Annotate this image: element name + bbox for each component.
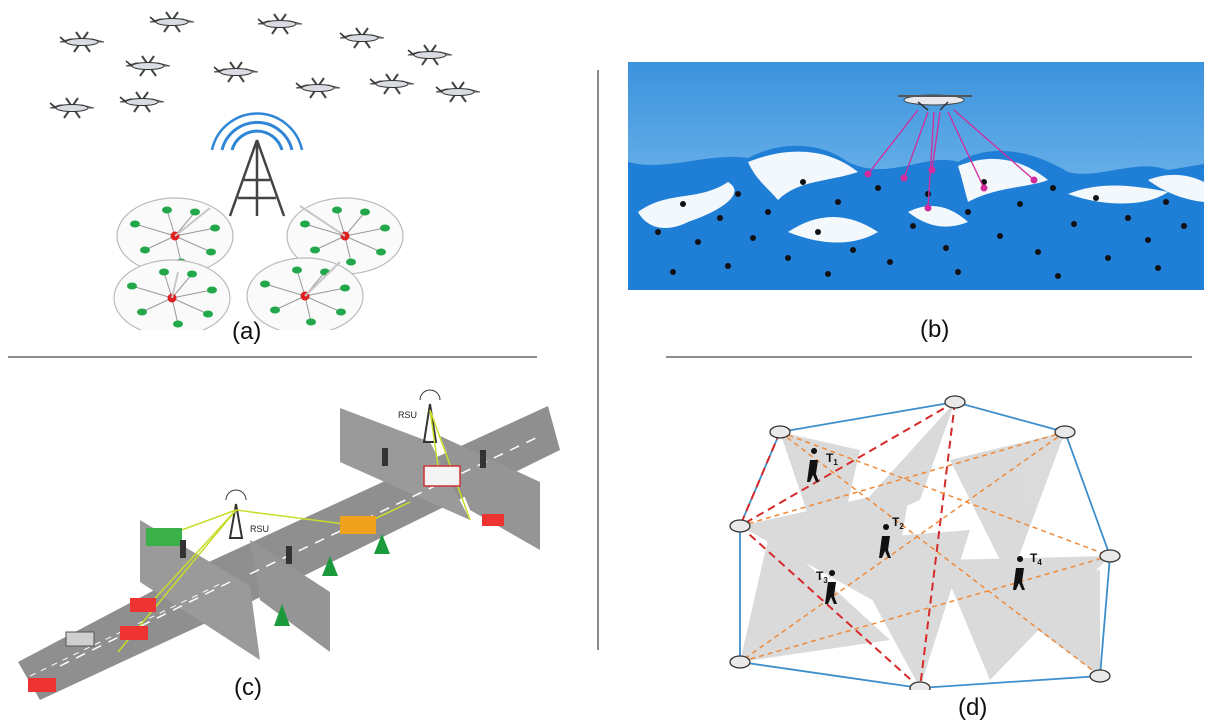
rsu-label-top: RSU (398, 410, 417, 420)
target-label-t2: T2 (892, 515, 904, 531)
trees (274, 534, 390, 626)
uav-icon (898, 94, 972, 111)
panel-c-vehicular-network: RSU RSU (18, 389, 560, 700)
rsu-tower-icon (419, 389, 441, 443)
caption-b: (b) (920, 316, 950, 343)
orange-links (739, 431, 1111, 677)
sensor-uplinks (867, 109, 1035, 209)
camera-icons (729, 395, 1121, 690)
target-label-t1: T1 (826, 451, 838, 467)
ground-sensors (655, 179, 1187, 279)
caption-d: (d) (958, 694, 988, 721)
rsu-label-center: RSU (250, 524, 269, 534)
panel-b-mountain-sensors (628, 62, 1204, 290)
ground-clusters (113, 197, 404, 330)
target-figures (807, 448, 1025, 604)
camera-fov (740, 402, 1110, 688)
panel-a-uav-cellular (49, 11, 481, 330)
caption-a: (a) (232, 318, 262, 345)
panel-d-camera-network: T1 T2 T3 T4 (729, 395, 1121, 690)
snow-patches (638, 151, 1204, 243)
cell-tower-icon (210, 112, 304, 217)
uav-swarm (49, 11, 481, 119)
v2i-links (117, 409, 471, 653)
cluster-links (171, 205, 346, 299)
target-label-t3: T3 (816, 569, 828, 585)
red-links (739, 401, 956, 689)
target-label-t4: T4 (1030, 551, 1042, 567)
rsu-tower-icon (225, 489, 247, 539)
caption-c: (c) (234, 674, 262, 701)
traffic-lights (180, 448, 486, 564)
vehicles (28, 465, 504, 692)
